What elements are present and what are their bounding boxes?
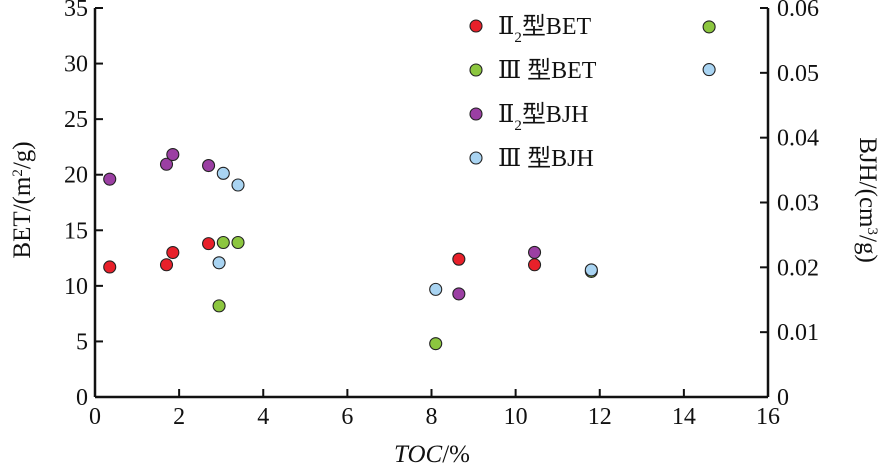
data-point-series-4 [216,166,230,180]
x-tick-label: 0 [89,404,101,430]
data-point-series-1 [528,258,542,272]
legend: Ⅱ2型BET Ⅲ 型BET Ⅱ2型BJH Ⅲ 型BJH [469,13,597,172]
y-left-tick-label: 10 [64,274,88,300]
legend-label-4: Ⅲ 型BJH [498,145,594,172]
data-point-series-4 [231,178,245,192]
legend-marker-3 [469,107,483,121]
y-right-tick-label: 0.04 [777,126,819,152]
data-point-series-2 [216,235,230,250]
data-point-series-1 [202,237,216,251]
legend-label-2: Ⅲ 型BET [498,57,597,84]
y-left-tick-label: 30 [64,52,88,78]
ticks: 0 2 4 6 8 10 12 14 160510152025303500.010.020.03… [64,0,819,430]
x-tick-label: 2 [173,404,185,430]
y-left-tick-label: 5 [76,329,88,355]
data-point-series-4 [429,282,443,296]
y-axis-right-label: BJH/(cm3/g) [854,137,881,263]
legend-marker-4 [469,151,483,165]
legend-marker-2 [469,63,483,77]
y-axis-left-label: BET/(m2/g) [9,141,36,258]
data-point-series-4 [584,263,598,277]
data-point-series-3 [166,147,180,162]
x-tick-label: 8 [426,404,438,430]
y-left-tick-label: 20 [64,163,88,189]
y-right-tick-label: 0.05 [777,61,819,87]
legend-marker-1 [469,19,483,33]
legend-label-3: Ⅱ2型BJH [498,101,589,134]
data-point-series-3 [202,158,216,173]
data-point-series-3 [452,287,466,301]
data-point-series-1 [452,252,466,266]
x-tick-label: 4 [257,404,269,430]
data-point-series-1 [166,245,180,260]
data-point-series-2 [429,337,443,351]
x-tick-label: 14 [672,404,696,430]
y-left-tick-label: 25 [64,107,88,133]
x-tick-label: 16 [756,404,780,430]
x-axis-label: TOC/% [394,441,470,468]
y-right-tick-label: 0.01 [777,320,819,346]
y-left-tick-label: 0 [76,385,88,411]
x-tick-label: 6 [341,404,353,430]
data-point-series-1 [103,260,117,274]
data-point-series-4 [212,256,226,270]
y-left-tick-label: 15 [64,218,88,244]
legend-label-1: Ⅱ2型BET [498,13,591,46]
data-point-series-2 [702,20,716,34]
y-right-tick-label: 0.06 [777,0,819,22]
axis-labels: BET/(m2/g) BJH/(cm3/g) TOC/% [9,137,881,468]
data-point-series-3 [103,172,117,186]
x-tick-label: 12 [588,404,612,430]
data-point-series-4 [702,63,716,77]
data-point-series-3 [159,157,174,171]
data-point-series-1 [159,258,174,272]
data-points [103,20,716,351]
data-point-series-3 [528,245,542,259]
data-point-series-2 [231,235,245,250]
x-tick-label: 10 [504,404,528,430]
y-right-tick-label: 0 [777,385,789,411]
y-right-tick-label: 0.02 [777,255,819,281]
y-right-tick-label: 0.03 [777,191,819,217]
data-point-series-2 [212,299,226,313]
y-left-tick-label: 35 [64,0,88,22]
